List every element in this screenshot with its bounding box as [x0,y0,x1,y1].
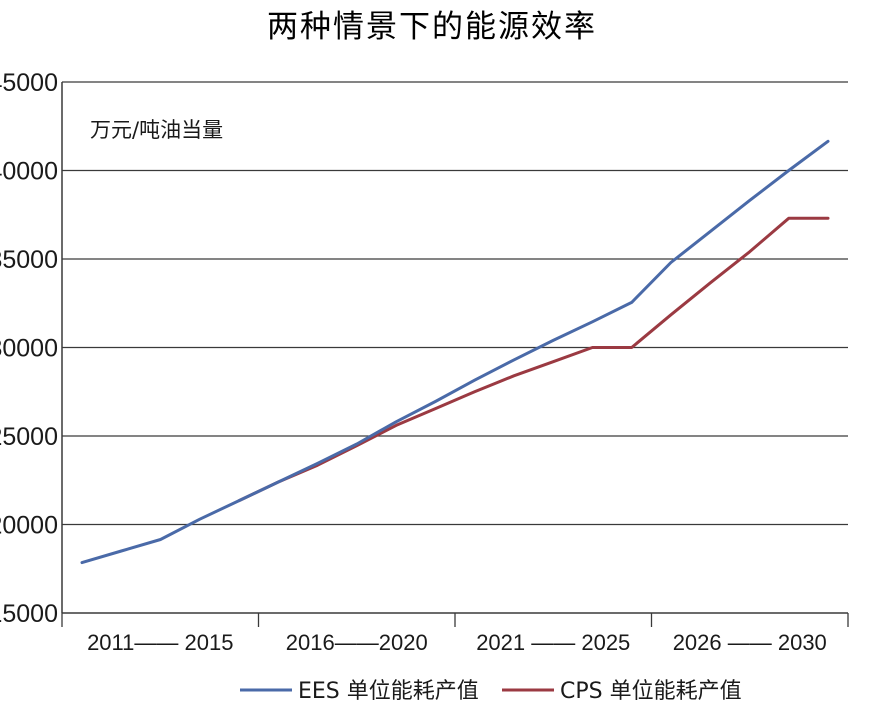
y-tick-label: 20000 [0,512,58,540]
legend-label: EES 单位能耗产值 [298,679,479,704]
axes [61,82,849,627]
y-tick-label: 35000 [0,246,58,274]
y-tick-label: 40000 [0,158,58,186]
x-category-labels: 2011—— 2015 2016——2020 2021 —— 2025 2026 ——… [87,630,827,655]
series-line-0 [80,139,830,565]
y-tick-label: 45000 [0,69,58,97]
grid [62,81,848,526]
legend: EES 单位能耗产值 CPS 单位能耗产值 [240,679,742,704]
y-tick-labels: 15000 20000 25000 30000 35000 40000 45000 [0,69,58,628]
x-category-label: 2026 —— 2030 [673,630,827,655]
x-category-label: 2021 —— 2025 [476,630,630,655]
y-tick-label: 25000 [0,423,58,451]
x-category-label: 2016——2020 [286,630,428,655]
chart-title: 两种情景下的能源效率 [267,9,597,45]
y-tick-label: 15000 [0,600,58,628]
series-line-1 [237,216,830,503]
series [80,139,830,565]
legend-label: CPS 单位能耗产值 [560,679,742,704]
x-category-label: 2011—— 2015 [87,630,233,655]
y-tick-label: 30000 [0,335,58,363]
unit-label: 万元/吨油当量 [90,118,223,142]
